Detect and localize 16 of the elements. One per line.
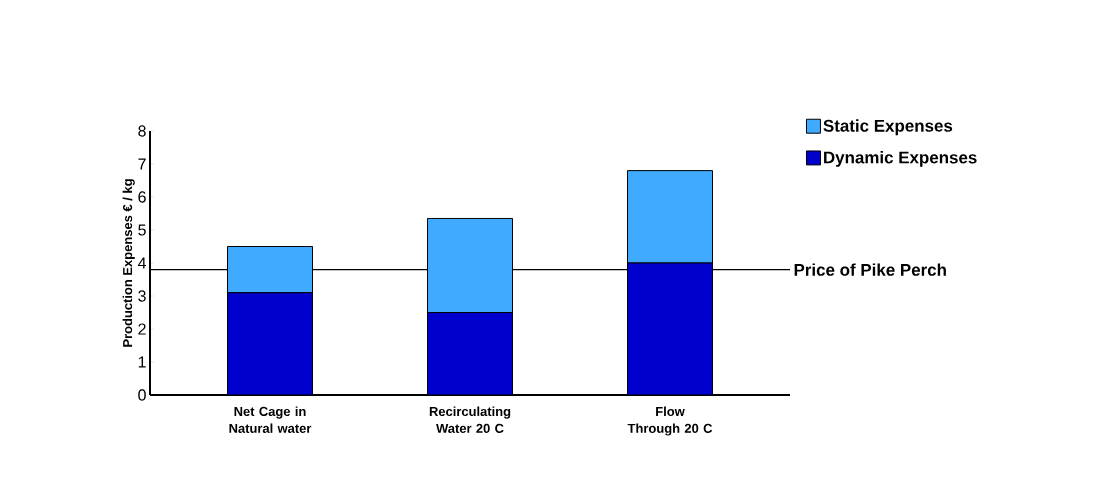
y-axis-title: Production Expenses € / kg [122,179,135,347]
y-tick-label: 4 [137,257,147,269]
y-tick-label: 7 [138,158,146,170]
ref-line-label: Price of Pike Perch [794,263,946,276]
y-tick-label: 3 [138,290,146,302]
x-tick-label: Flow Through 20 C [627,406,713,436]
y-tick-label: 2 [138,323,146,335]
y-tick-label: 6 [138,191,146,203]
x-tick-label: Recirculating Water 20 C [429,406,511,433]
y-tick-label: 8 [138,125,146,137]
x-tick-label: Net Cage in Natural water [229,406,312,433]
y-tick-label: 0 [138,389,146,401]
legend-label: Dynamic Expenses [824,151,977,167]
y-tick-label: 1 [138,356,146,368]
y-tick-label: 5 [138,224,146,236]
legend-label: Static Expenses [823,119,953,136]
